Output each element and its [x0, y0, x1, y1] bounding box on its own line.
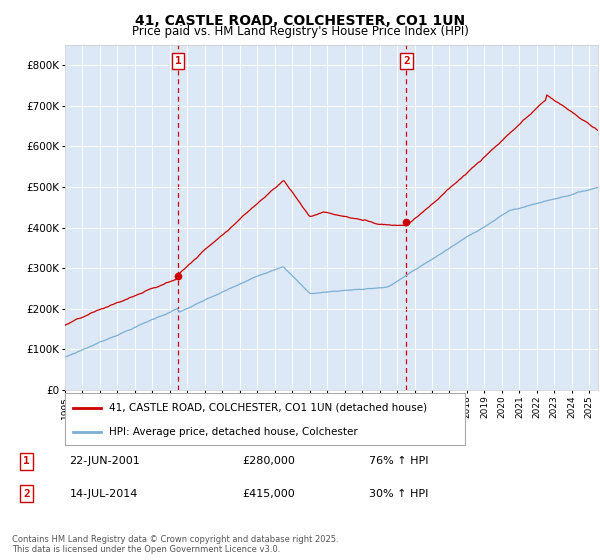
Text: 14-JUL-2014: 14-JUL-2014: [70, 489, 138, 499]
Text: 1: 1: [23, 456, 30, 466]
Text: 22-JUN-2001: 22-JUN-2001: [70, 456, 140, 466]
Text: 30% ↑ HPI: 30% ↑ HPI: [369, 489, 428, 499]
Text: 41, CASTLE ROAD, COLCHESTER, CO1 1UN (detached house): 41, CASTLE ROAD, COLCHESTER, CO1 1UN (de…: [109, 403, 427, 413]
Text: 76% ↑ HPI: 76% ↑ HPI: [369, 456, 428, 466]
Text: Contains HM Land Registry data © Crown copyright and database right 2025.
This d: Contains HM Land Registry data © Crown c…: [12, 535, 338, 554]
Text: 2: 2: [403, 56, 410, 66]
Text: 1: 1: [175, 56, 181, 66]
Text: Price paid vs. HM Land Registry's House Price Index (HPI): Price paid vs. HM Land Registry's House …: [131, 25, 469, 38]
Text: HPI: Average price, detached house, Colchester: HPI: Average price, detached house, Colc…: [109, 427, 358, 437]
Text: 2: 2: [23, 489, 30, 499]
Text: 41, CASTLE ROAD, COLCHESTER, CO1 1UN: 41, CASTLE ROAD, COLCHESTER, CO1 1UN: [135, 14, 465, 28]
Text: £280,000: £280,000: [242, 456, 295, 466]
Text: £415,000: £415,000: [242, 489, 295, 499]
